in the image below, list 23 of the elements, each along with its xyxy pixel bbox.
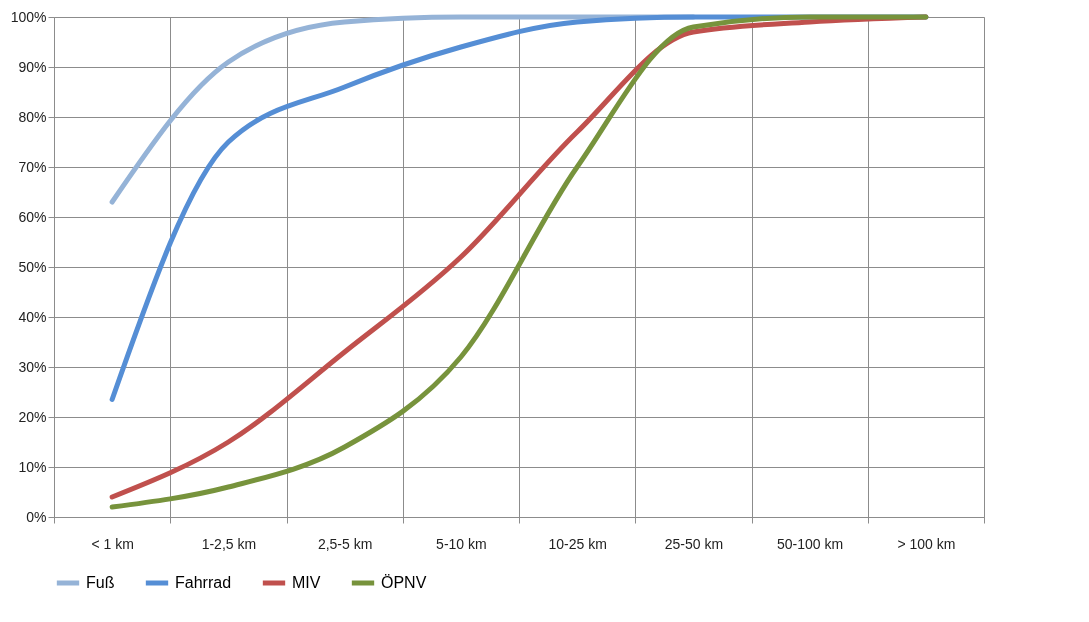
x-tick-label: 1-2,5 km — [201, 535, 257, 552]
legend-label: MIV — [292, 574, 321, 591]
y-tick-label: 80% — [18, 108, 47, 125]
y-tick-label: 60% — [18, 208, 47, 225]
y-tick-label: 0% — [26, 508, 47, 525]
x-tick-label: 10-25 km — [548, 535, 607, 552]
legend-label: Fuß — [86, 574, 115, 591]
x-tick-label: 2,5-5 km — [317, 535, 373, 552]
x-tick-label: < 1 km — [91, 535, 134, 552]
y-tick-label: 50% — [18, 258, 47, 275]
x-tick-label: > 100 km — [897, 535, 956, 552]
y-tick-label: 90% — [18, 58, 47, 75]
legend-label: Fahrrad — [175, 574, 232, 591]
legend-label: ÖPNV — [381, 574, 427, 591]
y-tick-label: 30% — [18, 358, 47, 375]
y-tick-label: 100% — [10, 8, 47, 25]
x-tick-label: 25-50 km — [664, 535, 724, 552]
x-tick-label: 50-100 km — [777, 535, 844, 552]
y-tick-label: 40% — [18, 308, 47, 325]
x-tick-label: 5-10 km — [436, 535, 487, 552]
y-tick-label: 70% — [18, 158, 47, 175]
y-tick-label: 20% — [18, 408, 47, 425]
y-tick-label: 10% — [18, 458, 47, 475]
